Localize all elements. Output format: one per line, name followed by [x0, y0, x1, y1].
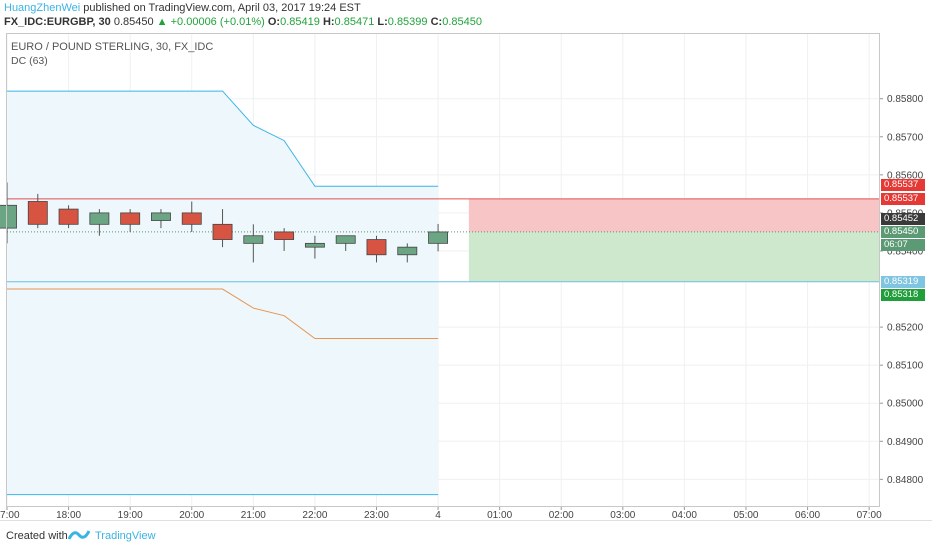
x-tick-label: 04:00	[672, 510, 697, 521]
candle-body	[274, 231, 295, 240]
indicator-label[interactable]: DC (63)	[11, 55, 48, 67]
risk-zone	[468, 198, 879, 232]
candle	[243, 224, 264, 263]
chart-title: EURO / POUND STERLING, 30, FX_IDC	[11, 41, 214, 53]
candle-body	[397, 246, 418, 256]
candle	[181, 201, 202, 232]
donchian-band-fill	[7, 91, 439, 495]
candle-body	[212, 223, 233, 240]
candle-body	[243, 235, 264, 244]
open-value: 0.85419	[280, 16, 320, 28]
created-with-label: Created with	[6, 530, 68, 542]
price-tag: 0.85452	[881, 213, 925, 226]
x-tick-label: 03:00	[610, 510, 635, 521]
candle-body	[335, 235, 356, 244]
x-tick-label: 20:00	[179, 510, 204, 521]
candle	[27, 193, 48, 229]
candle	[212, 209, 233, 248]
candle-body	[151, 212, 171, 221]
high-value: 0.85471	[334, 16, 375, 28]
candle	[397, 243, 418, 263]
y-tick-label: 0.84900	[887, 437, 924, 448]
candle	[89, 209, 110, 236]
high-label: H:	[322, 16, 335, 28]
x-tick-label: 21:00	[241, 510, 266, 521]
candle-body	[27, 201, 48, 225]
candle-body	[89, 212, 110, 225]
publish-info: published on TradingView.com, April 03, …	[83, 2, 361, 14]
open-label: O:	[267, 16, 281, 28]
candle	[366, 235, 387, 263]
y-tick-label: 0.85200	[887, 323, 924, 334]
y-tick-label: 0.85000	[887, 399, 924, 410]
chart-frame	[6, 33, 880, 507]
price-tag: 0.85319	[881, 275, 925, 288]
candle-body	[181, 212, 202, 225]
candle-body	[366, 239, 387, 256]
x-tick-label: 02:00	[549, 510, 574, 521]
donchian-upper-line	[7, 90, 439, 187]
y-tick-label: 0.85600	[887, 170, 924, 181]
price-tag: 0.85537	[881, 192, 925, 205]
donchian-middle-line	[7, 288, 439, 340]
tradingview-link[interactable]: TradingView	[95, 530, 156, 542]
x-tick-label: 01:00	[487, 510, 512, 521]
symbol-label: FX_IDC:EURGBP, 30	[4, 16, 111, 28]
x-tick-label: 22:00	[302, 510, 327, 521]
low-value: 0.85399	[387, 16, 428, 28]
x-tick-label: 19:00	[118, 510, 143, 521]
reward-zone	[468, 231, 879, 282]
price-tag: 06:07	[881, 238, 925, 251]
price-tag: 0.85318	[881, 289, 925, 302]
y-tick-label: 0.85800	[887, 94, 924, 105]
candle	[304, 235, 325, 259]
x-tick-label: 23:00	[364, 510, 389, 521]
y-tick-label: 0.85100	[887, 361, 924, 372]
close-value: 0.85450	[442, 16, 482, 28]
candle	[274, 228, 295, 251]
x-tick-label: 06:00	[795, 510, 820, 521]
candle	[58, 205, 79, 229]
candle-body	[428, 231, 449, 244]
author-link[interactable]: HuangZhenWei	[4, 2, 81, 14]
last-price: 0.85450	[113, 16, 154, 28]
publish-line: HuangZhenWei published on TradingView.co…	[4, 2, 361, 14]
y-tick-label: 0.85400	[887, 246, 924, 257]
x-tick-label: 4	[435, 510, 441, 521]
candle-body	[58, 208, 79, 225]
price-tag: 0.85450	[881, 225, 925, 238]
symbol-line: FX_IDC:EURGBP, 30 0.85450 ▲ +0.00006 (+0…	[4, 16, 482, 28]
x-tick-label: 05:00	[733, 510, 758, 521]
x-tick-label: 17:00	[0, 510, 20, 521]
x-tick-label: 18:00	[56, 510, 81, 521]
candle	[335, 235, 356, 251]
y-tick-label: 0.85700	[887, 132, 924, 143]
y-tick-label: 0.84800	[887, 475, 924, 486]
footer: Created with TradingView	[0, 520, 932, 551]
close-label: C:	[430, 16, 443, 28]
candle-body	[120, 212, 141, 225]
candle	[120, 209, 141, 232]
x-tick-label: 07:00	[857, 510, 882, 521]
candle-body	[304, 242, 325, 248]
candle	[151, 209, 171, 229]
price-tag: 0.85537	[881, 178, 925, 191]
candle	[428, 223, 449, 252]
price-change: ▲ +0.00006 (+0.01%)	[156, 16, 265, 28]
tradingview-logo-icon[interactable]	[67, 527, 91, 548]
low-label: L:	[377, 16, 388, 28]
